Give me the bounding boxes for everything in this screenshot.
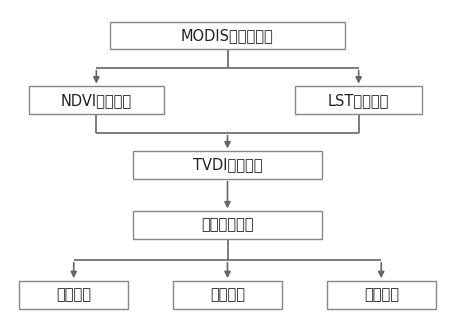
Text: NDVI计算模块: NDVI计算模块 (61, 93, 132, 108)
Text: 旱情评估: 旱情评估 (210, 287, 245, 302)
FancyBboxPatch shape (295, 87, 422, 114)
FancyBboxPatch shape (29, 87, 164, 114)
FancyBboxPatch shape (132, 211, 323, 239)
Text: 干旱监测模块: 干旱监测模块 (201, 217, 254, 232)
Text: TVDI计算模块: TVDI计算模块 (193, 158, 262, 173)
Text: LST计算模块: LST计算模块 (328, 93, 389, 108)
Text: MODIS数据预处理: MODIS数据预处理 (181, 28, 274, 43)
Text: 旱情发布: 旱情发布 (364, 287, 399, 302)
FancyBboxPatch shape (173, 281, 282, 309)
Text: 旱情监测: 旱情监测 (56, 287, 91, 302)
FancyBboxPatch shape (20, 281, 128, 309)
FancyBboxPatch shape (327, 281, 435, 309)
FancyBboxPatch shape (110, 22, 345, 49)
FancyBboxPatch shape (132, 151, 323, 179)
